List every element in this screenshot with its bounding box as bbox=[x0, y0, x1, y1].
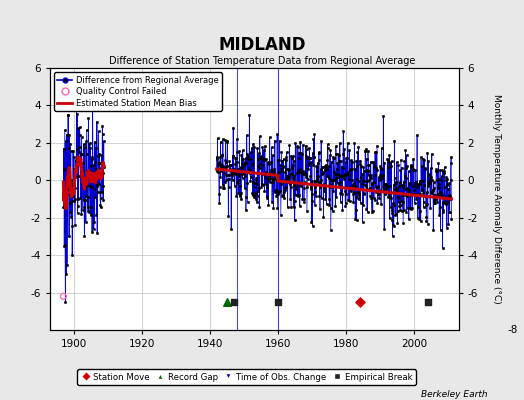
Point bbox=[355, 299, 364, 305]
Point bbox=[223, 299, 231, 305]
Text: Difference of Station Temperature Data from Regional Average: Difference of Station Temperature Data f… bbox=[109, 56, 415, 66]
Legend: Station Move, Record Gap, Time of Obs. Change, Empirical Break: Station Move, Record Gap, Time of Obs. C… bbox=[77, 369, 416, 385]
Legend: Difference from Regional Average, Quality Control Failed, Estimated Station Mean: Difference from Regional Average, Qualit… bbox=[54, 72, 222, 111]
Point bbox=[59, 293, 68, 300]
Text: -8: -8 bbox=[508, 325, 518, 335]
Point bbox=[274, 299, 282, 305]
Point bbox=[423, 299, 432, 305]
Text: MIDLAND: MIDLAND bbox=[219, 36, 305, 54]
Text: Berkeley Earth: Berkeley Earth bbox=[421, 390, 487, 399]
Point bbox=[230, 299, 238, 305]
Y-axis label: Monthly Temperature Anomaly Difference (°C): Monthly Temperature Anomaly Difference (… bbox=[492, 94, 501, 304]
